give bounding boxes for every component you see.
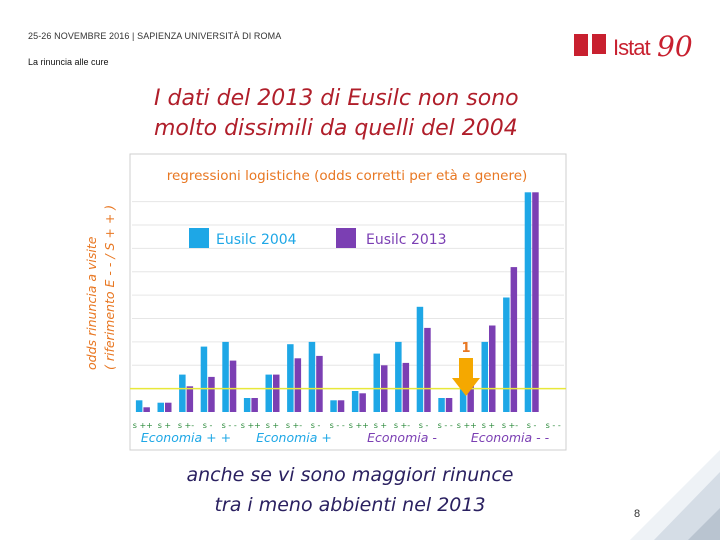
reference-arrow-head [452,378,480,396]
event-header: 25-26 NOVEMBRE 2016 | SAPIENZA UNIVERSIT… [28,31,282,41]
tick-label: s + [266,421,279,430]
bar-2004-7 [265,374,272,412]
tick-label: s - [311,421,321,430]
logo-number: 90 [657,30,693,63]
bar-2004-5 [222,341,229,412]
chart-frame [129,153,567,451]
bar-2004-18 [503,297,510,412]
bar-2004-17 [481,341,488,412]
bar-2013-16 [467,384,474,412]
y-axis-label-line-2: ( riferimento E - - / S + + ) [102,205,117,370]
tick-label: s - [527,421,537,430]
logo-text: Istat [613,35,651,60]
bar-2013-10 [337,400,345,412]
tick-label: s - - [546,421,561,430]
bar-2004-1 [135,400,143,412]
bar-2013-4 [208,376,215,412]
reference-arrow: 1 [452,341,480,396]
bar-2013-8 [294,358,302,412]
bar-2013-6 [251,398,258,412]
tick-label: s - - [222,421,237,430]
bar-2013-1 [143,407,150,412]
tick-label: s ++ [457,421,477,430]
tick-label: s - - [330,421,345,430]
bar-2004-15 [438,398,445,412]
bar-2004-19 [524,192,532,412]
legend-label-2004: Eusilc 2004 [216,232,297,248]
group-label-2: Economia + [256,430,332,445]
title-line-2: molto dissimili da quelli del 2004 [154,116,518,141]
group-label-4: Economia - - [471,430,550,445]
title-line-1: I dati del 2013 di Eusilc non sono [154,86,519,111]
bar-2004-14 [416,306,424,412]
tick-label: s - [419,421,429,430]
bar-2004-4 [200,346,208,412]
bar-2013-3 [186,386,194,412]
slide-title: I dati del 2013 di Eusilc non sono molto… [154,84,519,144]
group-label-1: Economia + + [141,430,231,445]
y-axis-label-line-1: odds rinuncia a visite [84,236,99,370]
tick-label: s + [374,421,387,430]
bar-2013-5 [229,360,237,412]
caption-line-1: anche se vi sono maggiori rinunce [186,464,514,486]
tick-label: s +- [502,421,518,430]
tick-label: s ++ [349,421,369,430]
reference-label: 1 [461,341,470,356]
reference-arrow-shaft [459,358,473,378]
logo-block-right [592,34,606,54]
bar-2004-11 [351,391,359,412]
tick-label: s +- [178,421,194,430]
y-axis-label: odds rinuncia a visite ( riferimento E -… [84,205,117,370]
tick-label: s ++ [133,421,153,430]
bar-2013-14 [424,327,431,412]
slide-caption: anche se vi sono maggiori rinunce tra i … [150,460,550,520]
section-title: La rinuncia alle cure [28,57,109,67]
legend-swatch-2013 [336,228,356,248]
page-number: 8 [634,508,641,520]
corner-decoration [630,450,720,540]
chart-title: regressioni logistiche (odds corretti pe… [167,168,528,184]
bar-2004-8 [287,344,294,412]
bar-2004-13 [395,341,402,412]
bar-2004-12 [373,353,380,412]
bar-2004-3 [179,374,186,412]
bar-2004-9 [308,341,316,412]
bar-2013-9 [316,355,323,412]
istat-logo: Istat 90 [574,30,694,68]
tick-label: s + [482,421,495,430]
bar-2013-11 [359,393,366,412]
bar-2013-7 [273,374,280,412]
bar-2013-15 [445,398,453,412]
bar-2004-6 [243,398,251,412]
bar-2013-13 [402,362,410,412]
tick-label: s - - [438,421,453,430]
group-label-3: Economia - [367,430,437,445]
tick-label: s - [203,421,213,430]
bar-2013-17 [489,325,496,412]
bar-2004-10 [330,400,337,412]
logo-block-left [574,34,588,56]
bar-2013-19 [532,192,539,412]
legend-label-2013: Eusilc 2013 [366,232,447,248]
bar-2004-16 [459,379,467,412]
caption-line-2: tra i meno abbienti nel 2013 [214,494,486,516]
bar-2013-18 [510,267,518,412]
bar-2004-2 [157,402,164,412]
tick-label: s +- [394,421,410,430]
tick-label: s ++ [241,421,261,430]
bar-2013-2 [165,402,172,412]
tick-label: s + [158,421,171,430]
tick-label: s +- [286,421,302,430]
legend-swatch-2004 [189,228,209,248]
